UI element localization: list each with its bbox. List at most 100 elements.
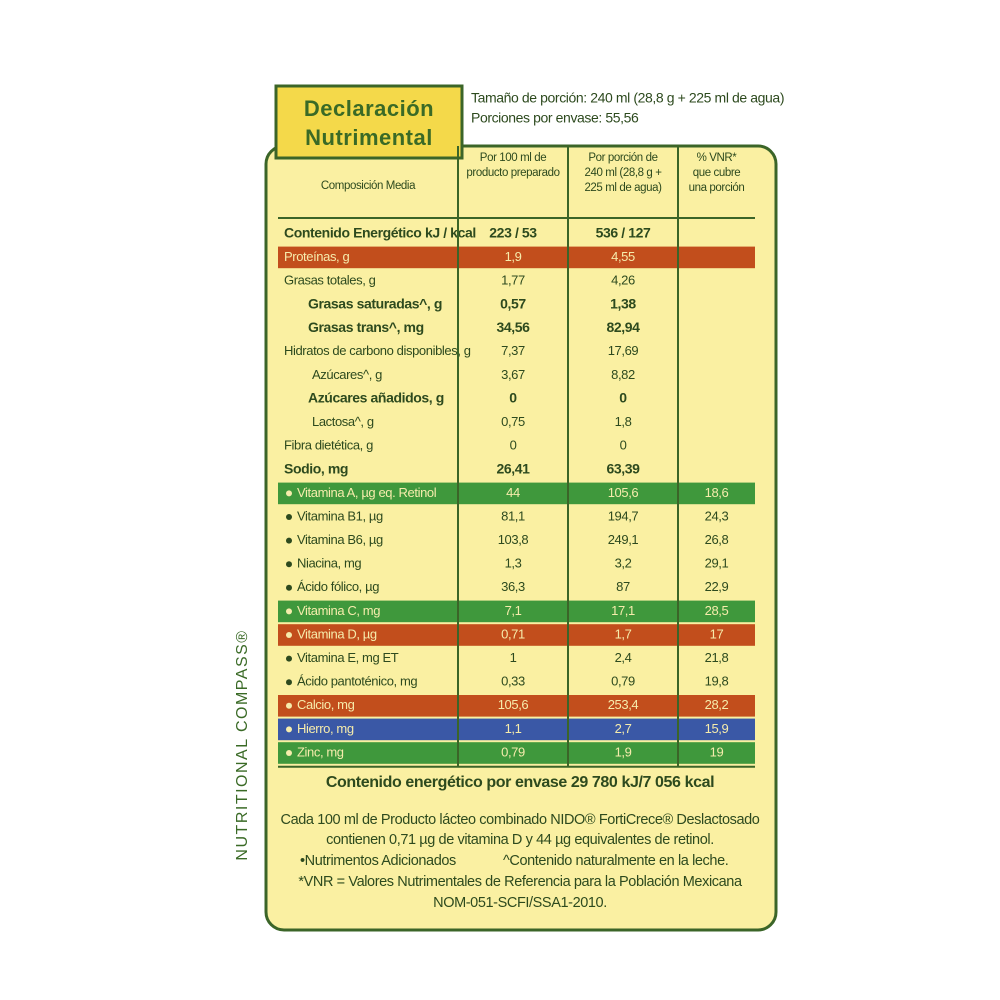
- row-value: 0: [619, 390, 627, 406]
- row-value: 1,7: [615, 626, 632, 641]
- row-highlight: [278, 624, 755, 646]
- row-value: 0,57: [500, 295, 526, 311]
- row-value: 4,55: [611, 249, 635, 264]
- added-bullet: [286, 726, 292, 733]
- row-value: 0,71: [501, 626, 525, 641]
- row-value: 15,9: [705, 721, 729, 736]
- row-highlight: [278, 695, 755, 717]
- title: Nutrimental: [305, 125, 433, 150]
- row-value: 0,79: [611, 674, 635, 689]
- row-value: 1,9: [505, 249, 522, 264]
- added-bullet: [286, 655, 292, 662]
- row-value: 81,1: [501, 508, 525, 523]
- row-value: 223 / 53: [489, 225, 537, 241]
- row-value: 29,1: [705, 556, 729, 571]
- row-value: 1: [510, 650, 517, 665]
- row-value: 28,5: [705, 603, 729, 618]
- column-header: producto preparado: [466, 167, 559, 179]
- row-value: 2,7: [615, 721, 632, 736]
- row-value: 1,8: [615, 414, 632, 429]
- row-value: 194,7: [608, 508, 639, 523]
- row-label: Vitamina E, mg ET: [297, 650, 399, 665]
- legend-added: •Nutrimentos Adicionados: [300, 853, 456, 869]
- note: Cada 100 ml de Producto lácteo combinado…: [281, 812, 760, 828]
- added-bullet: [286, 490, 292, 497]
- row-value: 0: [509, 390, 517, 406]
- row-label: Vitamina B6, µg: [297, 532, 383, 547]
- row-label: Vitamina C, mg: [297, 603, 380, 618]
- row-highlight: [278, 742, 755, 764]
- row-value: 1,77: [501, 272, 525, 287]
- row-label: Vitamina A, µg eq. Retinol: [297, 485, 437, 500]
- column-header: una porción: [689, 182, 745, 194]
- row-value: 1,38: [610, 295, 636, 311]
- column-header: % VNR*: [697, 152, 738, 164]
- row-value: 7,1: [505, 603, 522, 618]
- row-value: 7,37: [501, 343, 525, 358]
- row-label: Niacina, mg: [297, 556, 361, 571]
- row-value: 82,94: [606, 319, 640, 335]
- added-bullet: [286, 632, 292, 638]
- row-value: 3,2: [615, 556, 632, 571]
- row-value: 0,33: [501, 674, 525, 689]
- row-value: 19: [710, 744, 724, 759]
- row-highlight: [278, 718, 755, 741]
- added-bullet: [286, 679, 292, 686]
- row-label: Vitamina D, µg: [297, 626, 377, 641]
- total: Contenido energético por envase 29 780 k…: [326, 774, 714, 791]
- row-label: Ácido fólico, µg: [297, 579, 379, 594]
- row-label: Azúcares añadidos, g: [308, 390, 444, 406]
- row-value: 249,1: [608, 532, 639, 547]
- added-bullet: [286, 702, 292, 709]
- row-highlight: [278, 482, 755, 505]
- row-label: Hidratos de carbono disponibles, g: [284, 343, 471, 358]
- row-value: 18,6: [705, 485, 729, 500]
- added-bullet: [286, 514, 292, 520]
- column-header: Por porción de: [588, 152, 657, 164]
- row-value: 0: [510, 438, 517, 453]
- legend-natural: ^Contenido naturalmente en la leche.: [503, 853, 728, 869]
- vnr-note: *VNR = Valores Nutrimentales de Referenc…: [298, 874, 743, 890]
- row-label: Vitamina B1, µg: [297, 508, 383, 523]
- row-value: 2,4: [615, 650, 632, 665]
- norm: NOM-051-SCFI/SSA1-2010.: [433, 895, 607, 911]
- title: Declaración: [304, 96, 434, 121]
- column-header: 240 ml (28,8 g +: [584, 167, 662, 179]
- row-value: 17: [710, 626, 724, 641]
- row-value: 34,56: [496, 319, 530, 335]
- row-value: 536 / 127: [596, 225, 651, 241]
- row-highlight: [278, 246, 755, 269]
- row-value: 63,39: [606, 461, 640, 477]
- row-label: Hierro, mg: [297, 721, 354, 736]
- row-value: 1,9: [615, 744, 632, 759]
- row-value: 26,8: [705, 532, 729, 547]
- row-highlight: [278, 600, 755, 623]
- added-bullet: [286, 537, 292, 544]
- row-value: 105,6: [608, 485, 639, 500]
- added-bullet: [286, 608, 292, 615]
- note: contienen 0,71 µg de vitamina D y 44 µg …: [326, 832, 714, 848]
- added-bullet: [286, 584, 292, 591]
- row-value: 22,9: [705, 579, 729, 594]
- row-value: 24,3: [705, 508, 729, 523]
- row-value: 103,8: [498, 532, 529, 547]
- row-label: Calcio, mg: [297, 697, 355, 712]
- added-bullet: [286, 750, 292, 756]
- row-label: Azúcares^, g: [312, 367, 382, 382]
- row-label: Proteínas, g: [284, 249, 349, 264]
- row-value: 105,6: [498, 697, 529, 712]
- row-value: 0: [620, 438, 627, 453]
- row-value: 8,82: [611, 367, 635, 382]
- table: Composición Media Por 100 ml de producto p…: [278, 146, 755, 768]
- row-label: Sodio, mg: [284, 461, 348, 477]
- column-header: Composición Media: [321, 180, 416, 192]
- added-bullet: [286, 561, 292, 568]
- serving: Tamaño de porción: 240 ml (28,8 g + 225 …: [471, 90, 784, 106]
- row-value: 0,79: [501, 744, 525, 759]
- row-label: Grasas trans^, mg: [308, 319, 424, 335]
- row-value: 3,67: [501, 367, 525, 382]
- row-value: 1,1: [505, 721, 522, 736]
- row-value: 253,4: [608, 697, 639, 712]
- row-label: Grasas totales, g: [284, 272, 376, 287]
